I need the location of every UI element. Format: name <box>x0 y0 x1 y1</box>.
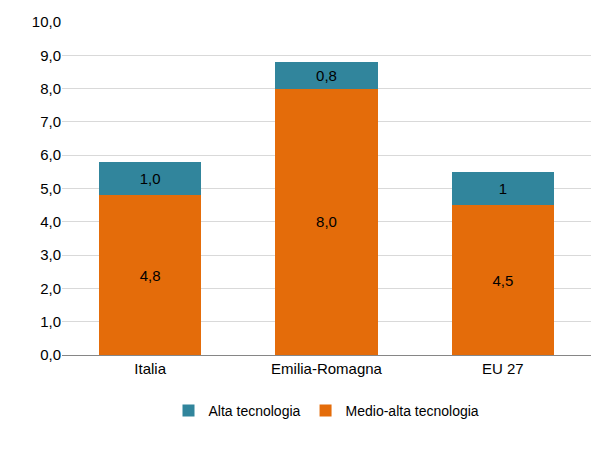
svg-text:8,0: 8,0 <box>316 213 337 230</box>
svg-text:0,0: 0,0 <box>40 346 61 363</box>
svg-text:4,0: 4,0 <box>40 213 61 230</box>
svg-text:1,0: 1,0 <box>40 313 61 330</box>
svg-text:8,0: 8,0 <box>40 80 61 97</box>
svg-text:9,0: 9,0 <box>40 47 61 64</box>
svg-text:Italia: Italia <box>134 360 166 377</box>
svg-text:0,8: 0,8 <box>316 67 337 84</box>
svg-text:1: 1 <box>499 180 507 197</box>
svg-text:Emilia-Romagna: Emilia-Romagna <box>271 360 383 377</box>
svg-text:2,0: 2,0 <box>40 280 61 297</box>
svg-text:6,0: 6,0 <box>40 146 61 163</box>
svg-text:Medio-alta tecnologia: Medio-alta tecnologia <box>346 403 479 419</box>
svg-text:4,8: 4,8 <box>140 267 161 284</box>
svg-text:1,0: 1,0 <box>140 170 161 187</box>
svg-text:5,0: 5,0 <box>40 180 61 197</box>
svg-text:4,5: 4,5 <box>492 272 513 289</box>
svg-text:7,0: 7,0 <box>40 113 61 130</box>
svg-text:Alta tecnologia: Alta tecnologia <box>209 403 301 419</box>
svg-text:EU 27: EU 27 <box>482 360 524 377</box>
svg-text:10,0: 10,0 <box>32 13 61 30</box>
svg-text:3,0: 3,0 <box>40 246 61 263</box>
